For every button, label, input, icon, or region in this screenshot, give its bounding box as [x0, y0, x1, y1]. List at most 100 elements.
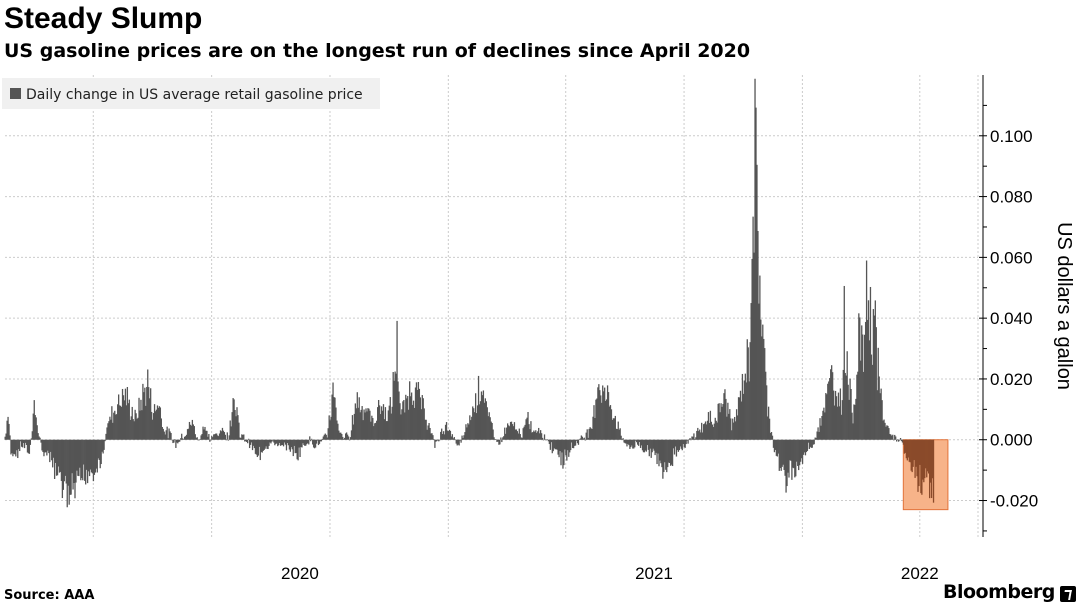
bar	[381, 410, 384, 440]
bar	[605, 399, 608, 440]
bar	[350, 430, 353, 440]
bar	[533, 430, 535, 440]
bar	[292, 439, 294, 457]
bar	[112, 422, 114, 440]
bar	[334, 397, 336, 440]
bar	[609, 405, 612, 440]
bar	[726, 416, 728, 440]
bar	[930, 439, 933, 499]
bar	[584, 439, 586, 441]
bar	[377, 407, 379, 440]
bar	[27, 439, 30, 454]
bar	[880, 388, 882, 440]
bar	[196, 437, 198, 440]
bar	[359, 412, 361, 440]
bar	[165, 430, 167, 440]
bar	[314, 439, 317, 448]
bar	[238, 422, 240, 440]
bar	[442, 434, 444, 440]
bar	[799, 439, 802, 462]
bar	[142, 383, 144, 440]
bar	[442, 431, 445, 440]
bar	[473, 408, 475, 440]
bar	[277, 439, 279, 447]
bar	[843, 285, 845, 440]
bar	[928, 439, 930, 474]
bar	[534, 431, 536, 440]
bar	[900, 439, 903, 442]
bar	[297, 439, 299, 461]
bar	[620, 435, 622, 440]
bar	[766, 416, 769, 440]
bar	[770, 432, 773, 440]
bar	[567, 439, 569, 451]
bar	[345, 433, 347, 440]
bar	[845, 375, 847, 440]
bar	[597, 387, 599, 440]
bar	[513, 422, 516, 440]
bar	[710, 421, 713, 440]
bar	[868, 340, 871, 440]
bar	[498, 439, 500, 445]
bar	[902, 439, 905, 445]
bar	[782, 439, 784, 465]
bar	[266, 439, 268, 449]
bar	[130, 416, 132, 440]
bar	[405, 394, 407, 440]
bar	[675, 439, 678, 457]
bar	[411, 404, 414, 440]
bar	[168, 428, 170, 440]
bar	[697, 427, 699, 440]
bar	[123, 400, 126, 440]
bar	[149, 398, 151, 440]
bar	[873, 315, 876, 440]
bar	[288, 439, 291, 450]
bar	[80, 439, 82, 481]
bar	[107, 423, 109, 440]
bar	[760, 319, 762, 440]
bar	[318, 439, 321, 444]
bar	[611, 419, 614, 440]
bar	[831, 372, 834, 440]
bar	[523, 426, 525, 440]
bar	[98, 439, 100, 460]
bar	[603, 391, 605, 440]
bar	[532, 432, 534, 440]
bar	[907, 439, 909, 458]
bar	[14, 439, 16, 455]
bar	[423, 408, 425, 440]
bar	[828, 381, 830, 440]
bar	[487, 416, 489, 440]
bar	[648, 439, 650, 457]
bar	[486, 407, 488, 440]
bar	[124, 388, 127, 440]
bar	[723, 393, 725, 440]
bar	[365, 408, 367, 440]
bar	[696, 430, 698, 440]
bar	[720, 403, 722, 440]
bar	[861, 325, 863, 440]
bar	[581, 436, 584, 440]
bar	[644, 439, 647, 451]
bar	[679, 439, 681, 447]
bar	[893, 439, 895, 441]
bar	[186, 429, 189, 440]
bar	[606, 385, 609, 440]
bar	[596, 398, 598, 440]
y-tick-label: 0.100	[990, 127, 1033, 146]
bar	[41, 439, 43, 451]
bar	[254, 439, 257, 454]
bar	[905, 439, 908, 459]
bar	[236, 407, 238, 440]
bar	[144, 387, 146, 440]
bar	[468, 424, 470, 440]
bar	[592, 416, 594, 440]
bar	[871, 364, 874, 440]
bar	[389, 397, 391, 440]
bar	[796, 439, 798, 462]
bar	[114, 410, 116, 440]
bar	[766, 385, 768, 440]
bar	[136, 418, 138, 440]
bar	[301, 439, 303, 448]
bar	[18, 439, 20, 450]
